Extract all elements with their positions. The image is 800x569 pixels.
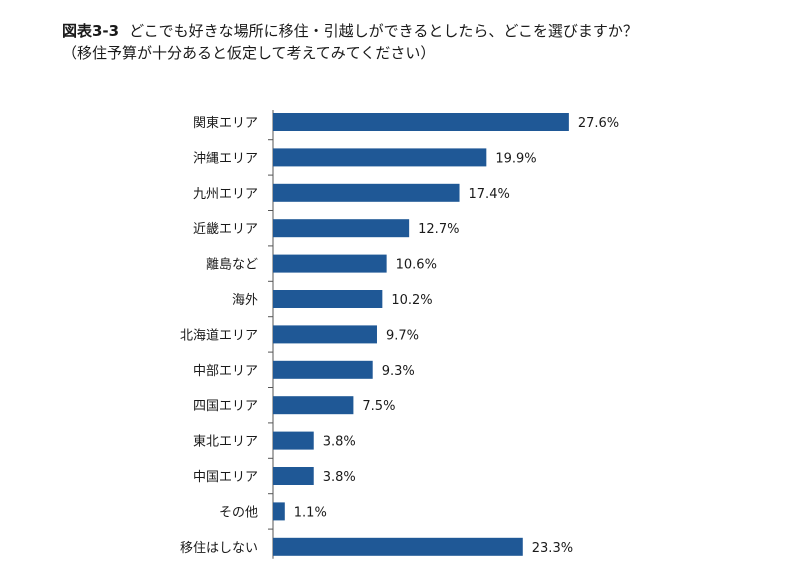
- category-label: 沖縄エリア: [193, 151, 258, 166]
- bar: [273, 290, 383, 308]
- category-label: 中部エリア: [193, 364, 258, 379]
- category-label: 四国エリア: [193, 399, 258, 414]
- bar: [273, 467, 314, 485]
- value-label: 9.7%: [386, 328, 419, 343]
- bar: [273, 502, 285, 521]
- value-label: 23.3%: [532, 541, 573, 556]
- bar: [273, 254, 387, 273]
- category-label: 関東エリア: [193, 115, 258, 131]
- category-label: 中国エリア: [193, 470, 258, 485]
- category-label: 離島など: [206, 258, 258, 273]
- category-label: 北海道エリア: [180, 328, 258, 343]
- category-label: 近畿エリア: [193, 222, 258, 237]
- bar: [273, 396, 354, 415]
- value-label: 19.9%: [495, 151, 536, 166]
- value-label: 3.8%: [323, 435, 356, 450]
- bar: [273, 537, 523, 556]
- bar: [273, 148, 487, 167]
- bar: [273, 325, 377, 344]
- value-label: 17.4%: [469, 187, 510, 202]
- figure-number: 図表3-3: [62, 22, 120, 40]
- title-block: 図表3-3 どこでも好きな場所に移住・引越しができるとしたら、どこを選びますか？ …: [62, 20, 638, 64]
- category-label: 海外: [232, 293, 258, 308]
- chart-title-text: どこでも好きな場所に移住・引越しができるとしたら、どこを選びますか？: [129, 22, 638, 40]
- bar: [273, 113, 569, 131]
- category-label: 東北エリア: [193, 434, 258, 450]
- category-label: その他: [219, 505, 258, 520]
- category-label: 移住はしない: [180, 541, 258, 556]
- value-label: 9.3%: [382, 364, 415, 379]
- value-label: 7.5%: [362, 399, 395, 414]
- value-label: 12.7%: [418, 222, 459, 237]
- value-label: 1.1%: [294, 505, 327, 520]
- chart-title: 図表3-3 どこでも好きな場所に移住・引越しができるとしたら、どこを選びますか？: [62, 20, 638, 42]
- value-label: 10.6%: [396, 258, 437, 273]
- chart-subtitle: （移住予算が十分あると仮定して考えてみてください）: [62, 44, 436, 62]
- value-label: 3.8%: [323, 470, 356, 485]
- bar: [273, 360, 373, 379]
- bar: [273, 183, 460, 202]
- category-label: 九州エリア: [193, 187, 258, 202]
- value-label: 10.2%: [391, 293, 432, 308]
- bar: [273, 431, 314, 450]
- value-label: 27.6%: [578, 116, 619, 131]
- bar: [273, 219, 410, 238]
